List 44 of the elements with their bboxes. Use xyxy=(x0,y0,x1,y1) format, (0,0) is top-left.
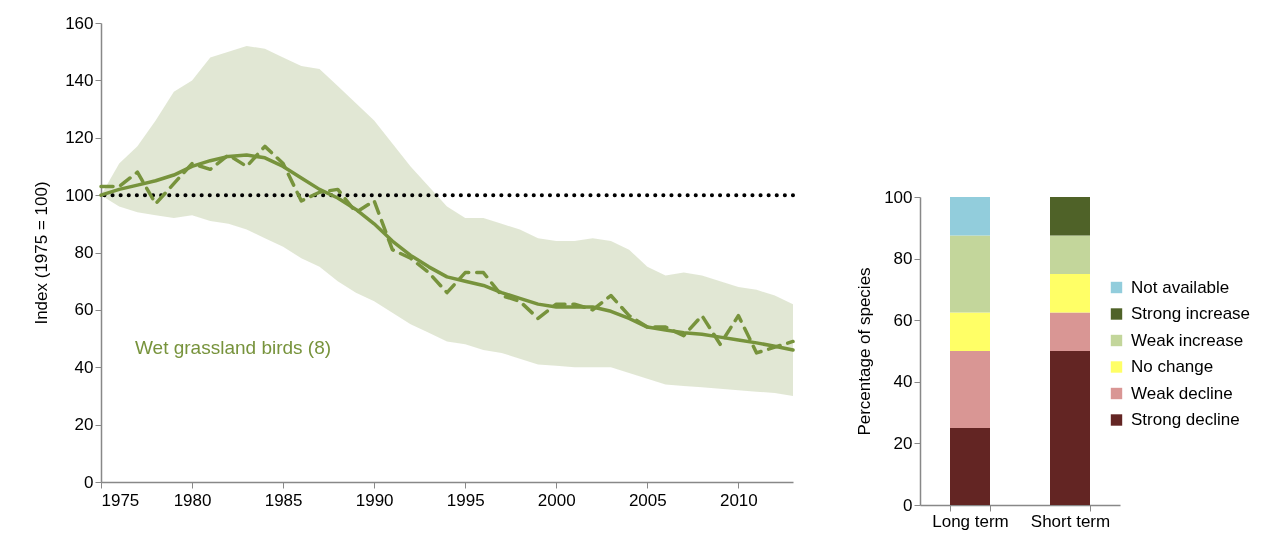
bar xyxy=(950,428,990,505)
x-tick-label: 1995 xyxy=(446,490,485,510)
text: Wet grassland birds (8) xyxy=(135,337,332,358)
x-tick-label: 2005 xyxy=(628,490,667,510)
y-tick-label: 60 xyxy=(893,310,913,330)
bar xyxy=(950,351,990,428)
y-tick-label: 60 xyxy=(74,300,94,320)
legend-label: Weak decline xyxy=(1131,383,1233,403)
y-tick-label: 100 xyxy=(884,187,913,207)
y-tick-label: 20 xyxy=(893,433,913,453)
y-tick-label: 40 xyxy=(74,357,94,377)
y-tick-label: 80 xyxy=(74,243,94,262)
x-tick-label: 1990 xyxy=(355,490,394,510)
y-tick-label: 100 xyxy=(65,185,94,205)
legend-label: Weak increase xyxy=(1131,330,1244,350)
y-tick-label: 80 xyxy=(893,249,913,269)
y-tick-label: 0 xyxy=(84,472,94,492)
bar xyxy=(1050,274,1090,313)
y-tick-label: 160 xyxy=(65,13,94,33)
x-tick-label: 2000 xyxy=(537,490,576,510)
y-tick-label: 40 xyxy=(893,372,913,392)
bar xyxy=(1050,235,1090,274)
bar xyxy=(1050,197,1090,236)
x-tick-label: 2010 xyxy=(719,490,758,510)
bar xyxy=(950,312,990,351)
bar xyxy=(1050,351,1090,505)
y-tick-label: 120 xyxy=(65,128,94,148)
legend-label: Strong increase xyxy=(1131,304,1251,323)
y-axis-title: Index (1975 = 100) xyxy=(32,181,52,325)
bar xyxy=(950,197,990,236)
bar xyxy=(950,235,990,313)
bar xyxy=(1050,312,1090,351)
x-tick-label: 1975 xyxy=(101,490,140,510)
x-tick-label: Short term xyxy=(1030,511,1111,531)
y-tick-label: 0 xyxy=(903,495,913,515)
y-axis-title: Percentage of species xyxy=(855,267,875,436)
legend-label: No change xyxy=(1131,357,1214,376)
x-tick-label: Long term xyxy=(932,511,1009,531)
legend-label: Strong decline xyxy=(1131,410,1240,429)
y-tick-label: 140 xyxy=(65,70,94,90)
x-tick-label: 1985 xyxy=(264,490,303,510)
x-tick-label: 1980 xyxy=(173,490,212,510)
legend-label: Not available xyxy=(1131,277,1230,297)
y-tick-label: 20 xyxy=(74,415,94,435)
